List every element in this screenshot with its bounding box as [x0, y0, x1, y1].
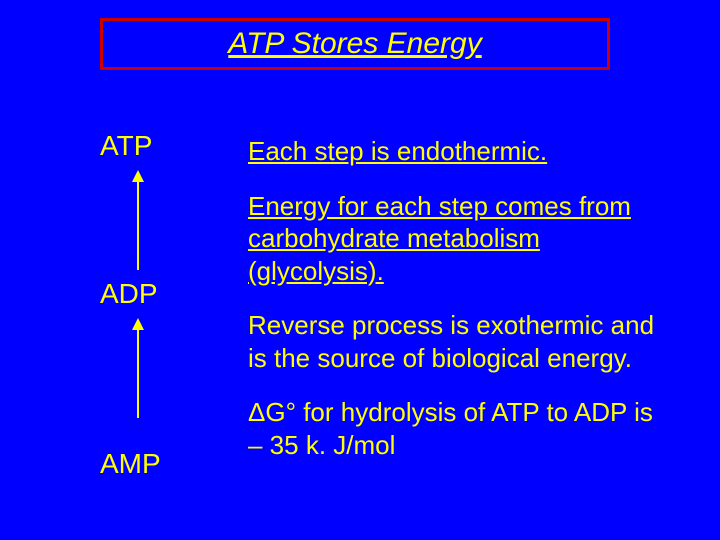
- paragraph-2: Energy for each step comes from carbohyd…: [248, 190, 668, 288]
- title-box: ATP Stores Energy: [100, 18, 610, 70]
- molecule-adp: ADP: [100, 278, 158, 310]
- paragraph-3: Reverse process is exothermic and is the…: [248, 309, 668, 374]
- paragraph-4: ΔG° for hydrolysis of ATP to ADP is – 35…: [248, 396, 668, 461]
- slide-title: ATP Stores Energy: [228, 27, 481, 61]
- description-column: Each step is endothermic. Energy for eac…: [248, 135, 668, 483]
- molecule-atp: ATP: [100, 130, 152, 162]
- paragraph-1: Each step is endothermic.: [248, 135, 668, 168]
- arrow-up-icon: [128, 170, 148, 270]
- arrow-up-icon: [128, 318, 148, 418]
- molecule-chain: ATP ADP AMP: [100, 130, 220, 510]
- molecule-amp: AMP: [100, 448, 161, 480]
